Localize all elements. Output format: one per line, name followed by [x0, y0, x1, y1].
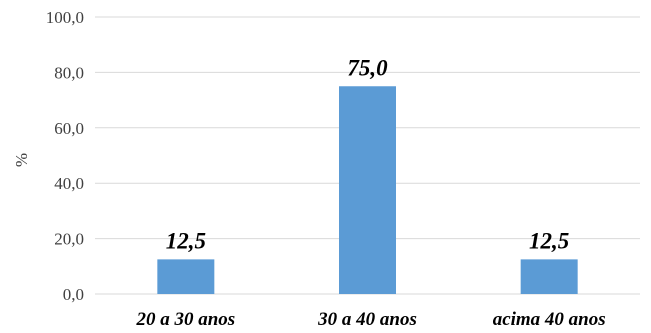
y-tick-label: 0,0	[63, 285, 84, 304]
bar	[339, 86, 396, 294]
y-tick-label: 40,0	[54, 174, 84, 193]
bars	[157, 86, 578, 294]
y-tick-label: 80,0	[54, 63, 84, 82]
y-tick-label: 60,0	[54, 119, 84, 138]
category-label: acima 40 anos	[493, 309, 606, 330]
category-labels: 20 a 30 anos 30 a 40 anos acima 40 anos	[135, 309, 605, 330]
category-label: 20 a 30 anos	[135, 309, 235, 330]
data-label: 12,5	[166, 228, 206, 253]
bar	[520, 259, 578, 294]
category-label: 30 a 40 anos	[317, 309, 417, 330]
data-label: 12,5	[529, 228, 569, 253]
y-tick-label: 20,0	[54, 230, 84, 249]
y-axis-title: %	[12, 153, 31, 167]
y-tick-label: 100,0	[46, 8, 84, 27]
bar	[157, 259, 215, 294]
data-labels: 12,5 75,0 12,5	[166, 55, 570, 253]
y-axis-ticks: 0,0 20,0 40,0 60,0 80,0 100,0	[46, 8, 84, 304]
data-label: 75,0	[347, 55, 388, 80]
